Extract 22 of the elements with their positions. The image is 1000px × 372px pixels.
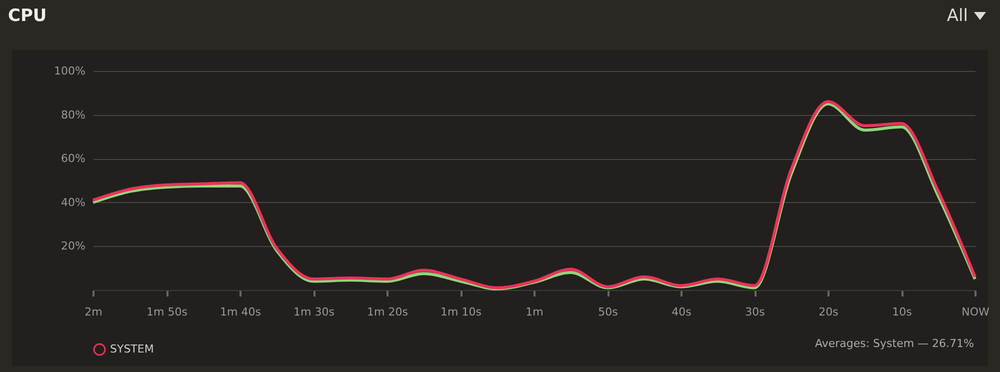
legend-label: SYSTEM (110, 342, 154, 356)
x-tick-label: 1m (526, 306, 544, 318)
x-tick-label: NOW (962, 306, 990, 318)
x-tick-label: 10s (892, 306, 912, 318)
y-tick-label: 40% (61, 196, 86, 209)
x-tick-label: 2m (84, 306, 102, 318)
y-tick-label: 60% (61, 152, 86, 166)
x-tick-label: 1m 20s (367, 306, 408, 318)
x-tick-label: 1m 10s (440, 306, 482, 318)
x-tick-label: 50s (598, 306, 618, 318)
x-tick-label: 1m 40s (220, 306, 262, 318)
y-tick-label: 80% (61, 108, 86, 122)
y-tick-label: 100% (54, 64, 86, 78)
y-tick-label: 20% (61, 240, 86, 253)
text: All (946, 6, 968, 26)
x-tick-label: 1m 50s (146, 306, 188, 318)
x-tick-label: 1m 30s (294, 306, 335, 318)
x-tick-label: 40s (672, 306, 692, 318)
text: Averages: System — 26.71% (814, 337, 974, 350)
x-tick-label: 20s (818, 306, 839, 318)
x-tick-label: 30s (745, 306, 766, 318)
chart-title: CPU (8, 6, 47, 26)
